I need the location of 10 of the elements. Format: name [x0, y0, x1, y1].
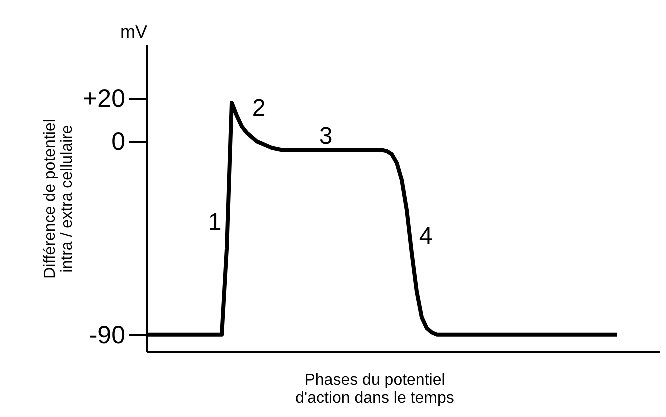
text: mV [120, 22, 148, 42]
y-tick-label: +20 [83, 85, 126, 114]
annotation: 2 [252, 95, 266, 122]
y-tick-label: 0 [112, 128, 126, 156]
annotation: 4 [419, 223, 433, 250]
y-axis-title: Différence de potentiel intra / extra cellulaire [42, 119, 76, 279]
annotation: 1 [208, 209, 222, 236]
annotation: 3 [319, 123, 333, 150]
y-tick-label: -90 [89, 321, 126, 350]
x-axis-title: Phases du potentiel d'action dans le temps [296, 372, 454, 407]
